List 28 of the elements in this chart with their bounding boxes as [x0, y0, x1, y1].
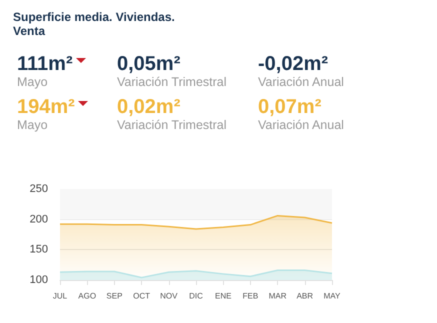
text: 0,02m²: [117, 96, 182, 118]
y-tick-label: 150: [30, 244, 48, 256]
chart-title: Superficie media. Viviendas. Venta: [13, 10, 176, 38]
x-tick-label: SEP: [106, 292, 122, 300]
text: 194m²: [17, 96, 75, 118]
x-tick-label: DIC: [189, 292, 204, 300]
x-tick-label: NOV: [160, 292, 178, 300]
x-tick-label: FEB: [242, 292, 258, 300]
text: Variación Trimestral: [117, 118, 227, 133]
y-tick-label: 100: [30, 274, 48, 286]
text: 0,05m²: [117, 53, 182, 75]
text: Variación Trimestral: [117, 75, 227, 90]
x-tick-label: AGO: [78, 292, 96, 300]
text: 111m²: [17, 53, 73, 75]
x-tick-label: ENE: [214, 292, 232, 300]
text: Variación Anual: [258, 75, 344, 90]
text: 0,07m²: [258, 96, 322, 118]
x-tick-label: ABR: [296, 292, 314, 300]
text: Variación Anual: [258, 118, 344, 133]
y-tick-label: 200: [30, 213, 48, 226]
x-tick-label: OCT: [133, 292, 150, 300]
text: Mayo: [17, 75, 49, 90]
y-tick-label: 250: [30, 183, 48, 195]
x-tick-label: JUL: [52, 292, 68, 300]
text: -0,02m²: [258, 53, 330, 75]
x-tick-label: MAR: [268, 292, 287, 300]
text: Mayo: [17, 118, 49, 133]
x-tick-label: MAY: [324, 292, 342, 300]
